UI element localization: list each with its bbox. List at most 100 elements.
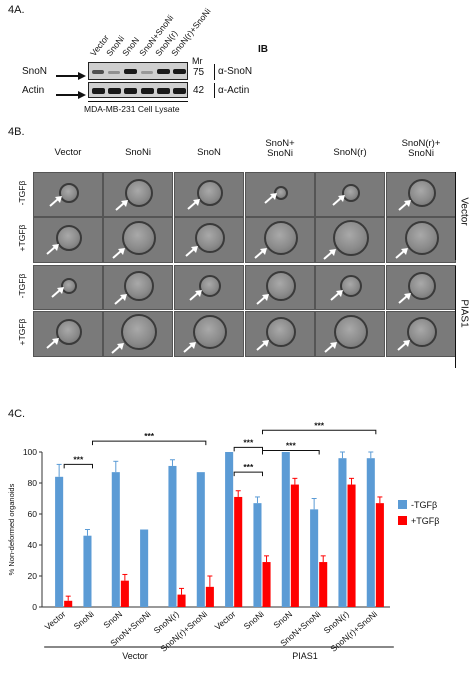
snon-arrow-icon	[56, 68, 86, 86]
cell-lysate-label: MDA-MB-231 Cell Lysate	[84, 104, 180, 114]
actin-ab-bar	[214, 83, 215, 98]
micrograph-cell	[174, 311, 244, 357]
snon-ab-bar	[214, 64, 215, 80]
organoid	[193, 315, 227, 349]
arrow-icon	[395, 248, 408, 259]
actin-band	[92, 88, 105, 94]
arrow-icon	[398, 293, 411, 304]
micrograph-cell	[103, 217, 173, 263]
arrow-icon	[264, 193, 277, 204]
ib-header: IB	[258, 44, 268, 55]
arrow-icon	[187, 199, 200, 210]
actin-band	[108, 88, 121, 94]
actin-row-label: Actin	[22, 85, 45, 96]
bar-plus-tgfb	[64, 600, 73, 607]
bar-plus-tgfb	[234, 496, 243, 607]
arrow-icon	[112, 248, 125, 259]
actin-band	[157, 88, 170, 94]
actin-band	[141, 88, 154, 94]
snon-mr: 75	[193, 67, 205, 78]
column-header: SnoN(r)+ SnoNi	[401, 138, 441, 159]
y-tick-label: 20	[28, 571, 38, 581]
pias1-group-bracket	[455, 266, 456, 368]
actin-mr: 42	[193, 85, 205, 96]
micrograph-cell	[245, 311, 315, 357]
bar-minus-tgfb	[196, 472, 205, 607]
bar-chart: 0 20 40 60 80 100 % Non-deformed organoids Vect…	[7, 420, 439, 661]
arrow-icon	[51, 287, 64, 298]
panel-a-label: 4A.	[8, 4, 25, 16]
organoid	[333, 220, 369, 256]
column-header: Vector	[54, 147, 82, 158]
bar-minus-tgfb	[338, 458, 347, 607]
bar-plus-tgfb	[319, 562, 328, 607]
arrow-icon	[49, 196, 62, 207]
arrow-icon	[46, 244, 59, 255]
bar-plus-tgfb	[120, 580, 129, 607]
bar-plus-tgfb	[205, 586, 214, 607]
arrow-icon	[324, 342, 337, 353]
arrow-icon	[114, 294, 127, 305]
arrow-icon	[115, 200, 128, 211]
arrow-icon	[111, 343, 124, 354]
bar-minus-tgfb	[281, 452, 290, 607]
micrograph-cell	[386, 311, 456, 357]
category-label: SnoNi	[242, 609, 266, 632]
significance-label: ***	[314, 420, 325, 430]
column-header: SnoNi	[125, 147, 151, 158]
group-label: Vector	[122, 651, 148, 661]
arrow-icon	[183, 342, 196, 353]
bar-minus-tgfb	[111, 472, 120, 607]
organoid	[405, 221, 439, 255]
actin-arrow-icon	[56, 87, 86, 105]
y-tick-label: 40	[28, 540, 38, 550]
sig-bracket	[233, 446, 263, 452]
arrow-icon	[185, 246, 198, 257]
row-label: +TGFβ	[17, 224, 27, 252]
y-axis-label: % Non-deformed organoids	[7, 483, 16, 575]
organoid	[264, 221, 298, 255]
micrograph-cell	[315, 311, 385, 357]
sig-bracket	[262, 429, 377, 435]
category-label: SnoN	[101, 609, 124, 630]
snon-band	[92, 70, 104, 74]
snon-band	[141, 71, 153, 74]
actin-antibody: α-Actin	[218, 85, 250, 96]
y-tick-label: 80	[28, 478, 38, 488]
micrograph-cell	[33, 311, 103, 357]
legend-swatch	[398, 516, 407, 525]
sig-bracket	[262, 449, 320, 455]
organoid	[266, 271, 296, 301]
arrow-icon	[256, 340, 269, 351]
organoid	[274, 186, 288, 200]
organoid	[124, 271, 154, 301]
micrograph-cell	[386, 172, 456, 217]
significance-label: ***	[73, 454, 84, 464]
bar-plus-tgfb	[375, 503, 384, 607]
actin-blot	[88, 82, 188, 98]
micrograph-cell	[245, 172, 315, 217]
group-label: PIAS1	[292, 651, 318, 661]
micrograph-cell	[33, 172, 103, 217]
arrow-icon	[189, 290, 202, 301]
snon-band	[173, 69, 186, 74]
organoid	[121, 314, 157, 350]
bar-minus-tgfb	[225, 452, 234, 607]
snon-band	[124, 69, 137, 74]
bar-plus-tgfb	[177, 594, 186, 607]
micrograph-cell	[245, 265, 315, 310]
organoid	[199, 275, 221, 297]
arrow-icon	[254, 248, 267, 259]
organoid	[122, 221, 156, 255]
snon-band	[157, 69, 170, 74]
sig-bracket	[233, 471, 263, 477]
sig-bracket	[63, 463, 93, 469]
significance-label: ***	[286, 440, 297, 450]
micrograph-cell	[315, 172, 385, 217]
category-label: Vector	[213, 609, 238, 632]
panel-c-label: 4C.	[8, 408, 26, 420]
significance-label: ***	[243, 462, 254, 472]
micrograph-cell	[174, 265, 244, 310]
bar-minus-tgfb	[366, 458, 375, 607]
significance-label: ***	[243, 437, 254, 447]
